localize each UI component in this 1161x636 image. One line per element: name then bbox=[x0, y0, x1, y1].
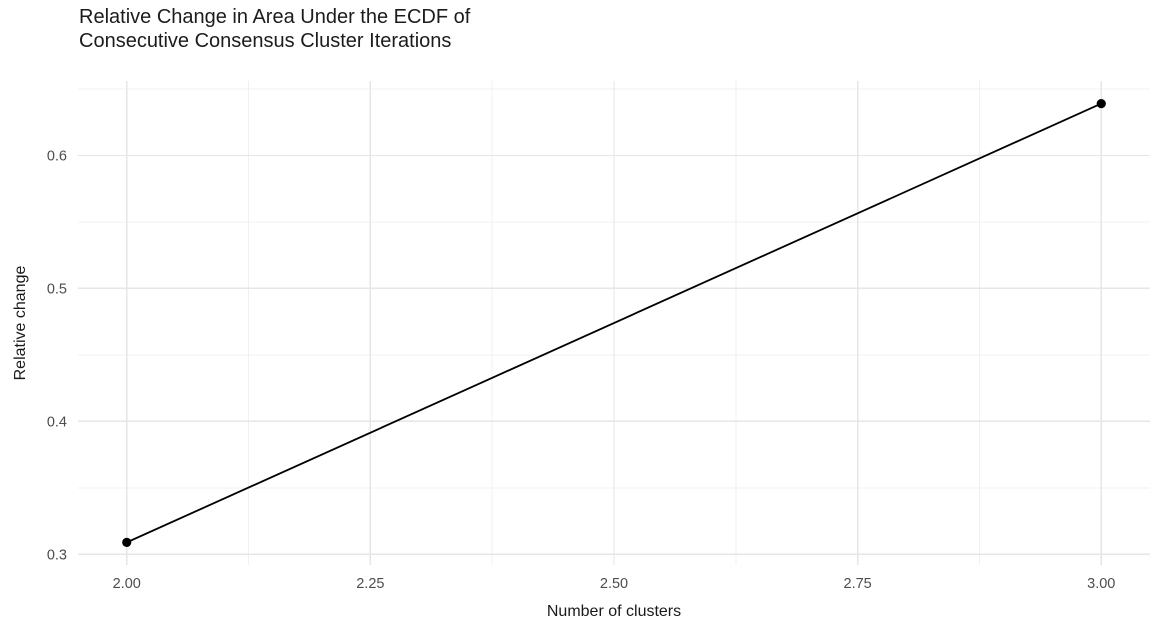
series-line bbox=[125, 102, 1103, 544]
plot-title-line-2: Consecutive Consensus Cluster Iterations bbox=[79, 30, 452, 52]
x-tick-label: 3.00 bbox=[1087, 576, 1115, 592]
data-point bbox=[1096, 99, 1106, 109]
plot-title: Relative Change in Area Under the ECDF o… bbox=[79, 5, 470, 53]
data-point bbox=[122, 537, 132, 547]
y-tick-label: 0.6 bbox=[47, 148, 67, 164]
x-axis-title: Number of clusters bbox=[546, 603, 682, 620]
y-tick-label: 0.4 bbox=[47, 414, 67, 430]
y-tick-label: 0.5 bbox=[47, 281, 67, 297]
x-tick-label: 2.50 bbox=[600, 576, 628, 592]
y-tick-label: 0.3 bbox=[47, 547, 67, 563]
x-tick-label: 2.75 bbox=[844, 576, 872, 592]
x-tick-label: 2.00 bbox=[113, 576, 141, 592]
plot-title-line-1: Relative Change in Area Under the ECDF o… bbox=[79, 6, 471, 28]
x-tick-label: 2.25 bbox=[356, 576, 384, 592]
y-axis-title: Relative change bbox=[12, 265, 29, 381]
